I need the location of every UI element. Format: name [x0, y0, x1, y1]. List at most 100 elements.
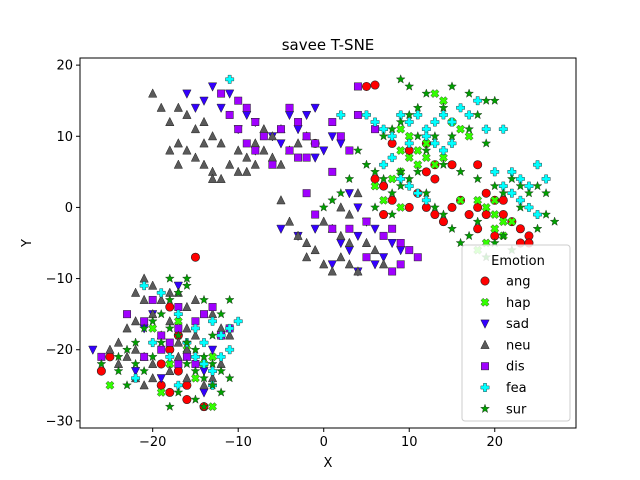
data-point-sur — [506, 173, 517, 184]
data-point-neu — [327, 266, 337, 276]
chart-title: savee T-SNE — [282, 36, 375, 54]
legend-label-sad: sad — [506, 317, 529, 332]
data-point-fea — [387, 153, 397, 163]
data-point-fea — [362, 110, 371, 120]
data-point-neu — [130, 344, 141, 354]
data-point-neu — [182, 109, 192, 119]
data-point-sad — [276, 139, 286, 149]
data-point-fea — [165, 352, 175, 362]
data-point-dis — [396, 260, 405, 269]
data-point-dis — [234, 96, 243, 105]
data-point-fea — [208, 316, 217, 326]
data-point-hap — [156, 388, 166, 397]
data-point-fea — [439, 146, 448, 155]
legend-marker-sur — [480, 403, 490, 413]
data-point-sur — [370, 166, 380, 177]
data-point-sur — [412, 102, 423, 113]
data-point-sur — [216, 365, 227, 376]
data-point-sur — [181, 280, 192, 290]
data-point-sur — [164, 323, 175, 333]
data-point-sur — [429, 202, 440, 212]
legend-label-fea: fea — [506, 381, 527, 396]
data-point-fea — [191, 323, 200, 333]
data-point-sad — [353, 203, 363, 213]
data-point-dis — [328, 118, 337, 126]
data-point-fea — [404, 117, 414, 127]
data-point-hap — [430, 160, 440, 170]
data-point-sur — [181, 358, 192, 369]
data-point-fea — [481, 124, 491, 134]
data-point-dis — [311, 139, 320, 148]
data-point-sur — [353, 145, 363, 155]
data-point-sur — [361, 159, 372, 169]
data-point-neu — [370, 244, 380, 255]
x-tick-label: −10 — [224, 435, 251, 450]
data-point-sur — [395, 166, 406, 177]
data-point-dis — [345, 224, 354, 233]
data-point-dis — [242, 103, 251, 112]
data-point-sur — [447, 131, 457, 141]
data-point-sad — [207, 82, 218, 92]
data-point-dis — [140, 352, 149, 361]
data-point-sur — [224, 294, 235, 305]
data-point-sur — [421, 188, 432, 198]
data-point-neu — [293, 138, 303, 148]
data-point-sur — [207, 358, 218, 369]
data-point-neu — [259, 123, 269, 134]
y-axis-label: Y — [20, 239, 35, 248]
data-point-sur — [472, 173, 483, 184]
data-point-ang — [387, 195, 397, 205]
data-point-hap — [490, 224, 500, 234]
data-point-fea — [430, 138, 440, 148]
data-point-sur — [404, 81, 415, 91]
data-point-fea — [173, 380, 183, 390]
data-point-sur — [216, 308, 227, 319]
data-point-neu — [267, 131, 278, 141]
data-point-neu — [190, 123, 201, 134]
data-point-ang — [481, 210, 491, 220]
data-point-sur — [378, 131, 389, 141]
data-point-dis — [148, 295, 157, 304]
data-point-ang — [379, 210, 389, 220]
data-point-sur — [532, 180, 543, 191]
x-tick-label: 20 — [486, 435, 503, 450]
data-point-neu — [173, 337, 183, 347]
data-point-dis — [345, 146, 354, 155]
data-point-dis — [371, 125, 379, 134]
points-layer — [88, 74, 560, 412]
data-point-neu — [319, 259, 329, 269]
data-point-fea — [473, 96, 483, 106]
data-point-sad — [284, 110, 295, 121]
data-point-sur — [164, 401, 175, 411]
data-point-neu — [276, 159, 286, 169]
data-point-fea — [199, 359, 209, 369]
data-point-dis — [174, 303, 183, 311]
data-point-dis — [388, 224, 397, 233]
data-point-ang — [182, 380, 192, 390]
data-point-fea — [156, 288, 166, 298]
data-point-sur — [207, 380, 218, 390]
data-point-sur — [190, 394, 201, 404]
data-point-sur — [122, 344, 132, 354]
legend-marker-sad — [480, 319, 490, 329]
data-point-neu — [113, 337, 124, 347]
data-point-sad — [310, 103, 320, 114]
y-tick-label: 0 — [65, 201, 73, 216]
data-point-neu — [199, 380, 209, 390]
data-point-sad — [190, 103, 201, 114]
plot-frame — [79, 57, 577, 429]
data-point-dis — [217, 89, 226, 98]
data-point-neu — [344, 237, 354, 247]
legend-marker-fea — [480, 383, 490, 392]
data-point-ang — [447, 160, 457, 170]
x-tick-label: 0 — [320, 435, 328, 450]
data-point-sad — [344, 189, 354, 199]
data-point-sur — [96, 358, 107, 369]
data-point-sur — [113, 365, 124, 376]
data-point-dis — [225, 110, 234, 119]
data-point-hap — [148, 324, 158, 333]
legend-box — [461, 244, 571, 422]
data-point-hap — [481, 203, 491, 212]
data-point-sad — [319, 146, 329, 156]
data-point-neu — [319, 216, 329, 226]
